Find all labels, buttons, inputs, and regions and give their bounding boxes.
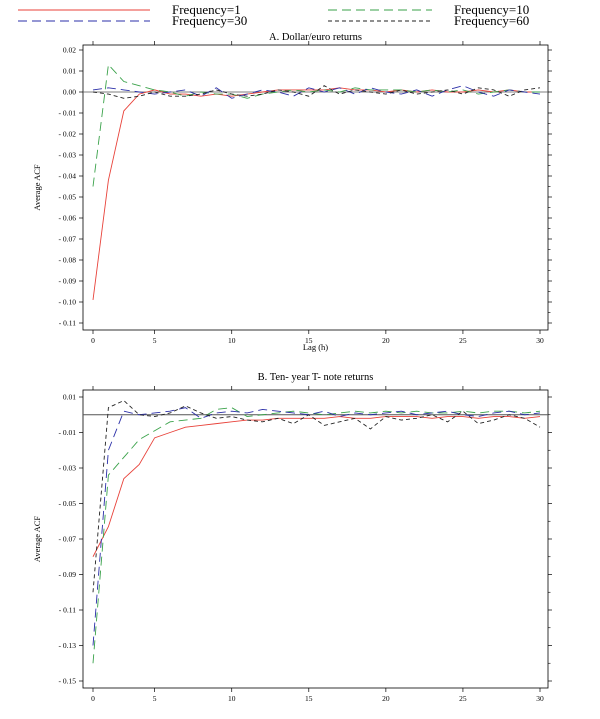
legend-label: Frequency=60 — [454, 13, 529, 28]
panel-a-dollar-euro: A. Dollar/euro returns 0.02 0.01 0.00 - 0.01… — [32, 32, 552, 352]
y-tick-label: 0.02 — [63, 46, 76, 55]
series-line-frequency-10 — [92, 407, 541, 664]
x-tick-label: 0 — [91, 694, 95, 703]
x-tick-label: 30 — [536, 694, 544, 703]
y-axis-label: Average ACF — [32, 516, 42, 563]
chart-title: A. Dollar/euro returns — [269, 32, 362, 43]
legend-item: Frequency=1 — [18, 2, 241, 17]
y-tick-label: - 0.01 — [59, 109, 77, 118]
x-tick-label: 10 — [228, 336, 236, 345]
x-tick-label: 30 — [536, 336, 544, 345]
legend: Frequency=1 Frequency=10 Frequency=30 Frequ… — [18, 2, 529, 28]
y-tick-label: 0.01 — [63, 393, 76, 402]
legend-item: Frequency=10 — [328, 2, 529, 17]
y-axis-label: Average ACF — [32, 164, 42, 211]
series-line-frequency-1 — [92, 416, 541, 557]
y-tick-label: - 0.05 — [59, 193, 77, 202]
series-line-frequency-60 — [92, 85, 541, 99]
x-axis-label: Lag (h) — [303, 342, 328, 352]
y-tick-label: - 0.07 — [59, 535, 77, 544]
y-tick-label: - 0.06 — [59, 214, 77, 223]
x-tick-label: 5 — [153, 694, 157, 703]
y-tick-label: - 0.15 — [59, 677, 77, 686]
series-line-frequency-30 — [92, 407, 541, 646]
y-tick-label: - 0.04 — [59, 172, 77, 181]
legend-item: Frequency=60 — [328, 13, 529, 28]
plot-frame — [82, 389, 549, 689]
legend-label: Frequency=30 — [172, 13, 247, 28]
x-tick-label: 20 — [382, 694, 390, 703]
x-tick-label: 0 — [91, 336, 95, 345]
x-tick-label: 25 — [459, 694, 467, 703]
series-line-frequency-1 — [92, 87, 540, 300]
x-tick-label: 25 — [459, 336, 467, 345]
legend-label: Frequency=1 — [172, 2, 241, 17]
y-tick-label: - 0.08 — [59, 256, 77, 265]
y-tick-label: - 0.11 — [59, 319, 76, 328]
y-tick-label: - 0.03 — [59, 151, 77, 160]
series-line-frequency-30 — [92, 85, 541, 99]
y-tick-label: - 0.07 — [59, 235, 77, 244]
series-line-frequency-60 — [92, 400, 541, 593]
series-line-frequency-10 — [92, 63, 540, 187]
plot-frame — [82, 44, 549, 331]
y-tick-label: 0.00 — [63, 88, 76, 97]
y-tick-label: - 0.02 — [59, 130, 77, 139]
panel-b-ten-year-t-note: B. Ten- year T- note returns 0.01 - 0.01 - … — [32, 372, 552, 703]
x-tick-label: 15 — [305, 694, 313, 703]
chart-title: B. Ten- year T- note returns — [258, 372, 374, 383]
y-tick-label: - 0.11 — [59, 606, 76, 615]
y-tick-label: - 0.10 — [59, 298, 77, 307]
x-tick-label: 5 — [153, 336, 157, 345]
y-tick-label: - 0.09 — [59, 570, 77, 579]
legend-label: Frequency=10 — [454, 2, 529, 17]
x-tick-label: 10 — [228, 694, 236, 703]
y-tick-label: - 0.13 — [59, 641, 77, 650]
x-tick-label: 20 — [382, 336, 390, 345]
x-tick-label: 15 — [305, 336, 313, 345]
y-tick-label: - 0.01 — [59, 428, 77, 437]
y-tick-label: - 0.03 — [59, 464, 77, 473]
y-tick-label: 0.01 — [63, 67, 76, 76]
y-tick-label: - 0.05 — [59, 499, 77, 508]
y-tick-label: - 0.09 — [59, 277, 77, 286]
legend-item: Frequency=30 — [18, 13, 247, 28]
